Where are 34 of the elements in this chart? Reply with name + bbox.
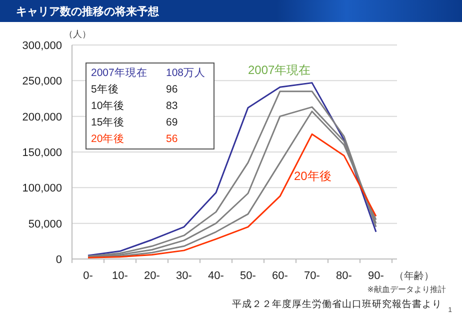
x-tick-label: 20- <box>144 270 160 282</box>
y-tick-label: 200,000 <box>22 111 62 124</box>
annotation: 69 <box>166 116 178 128</box>
annotation: 108万人 <box>166 67 206 79</box>
annotation: 20年後 <box>294 169 332 183</box>
annotation: 56 <box>166 133 178 145</box>
annotation: 2007年現在 <box>91 67 148 79</box>
x-axis-title: （年齢） <box>394 270 434 282</box>
y-tick-label: 50,000 <box>28 218 62 230</box>
x-tick-label: 90- <box>368 270 384 282</box>
chart-title: キャリア数の推移の将来予想 <box>16 5 160 18</box>
annotation: 20年後 <box>91 133 125 145</box>
y-tick-label: 150,000 <box>22 147 62 159</box>
annotation: 15年後 <box>91 116 125 128</box>
annotation: 83 <box>166 100 178 112</box>
annotation: 5年後 <box>91 84 119 96</box>
text: ※献血データより推計 <box>367 285 446 294</box>
annotation: 2007年現在 <box>248 63 311 77</box>
y-tick-label: 250,000 <box>22 76 62 88</box>
x-tick-label: 0- <box>83 270 94 282</box>
y-tick-label: 300,000 <box>22 40 62 52</box>
x-tick-label: 10- <box>112 270 128 282</box>
x-tick-label: 60- <box>272 270 288 282</box>
x-tick-label: 30- <box>176 270 192 282</box>
x-tick-label: 70- <box>304 270 320 282</box>
y-axis-title: （人） <box>64 29 91 39</box>
x-tick-label: 40- <box>208 270 224 282</box>
annotation: 10年後 <box>91 100 125 112</box>
y-tick-label: 100,000 <box>22 182 62 195</box>
text: 平成２２年度厚生労働省山口班研究報告書より <box>232 298 442 310</box>
y-tick-label: 0 <box>56 254 62 266</box>
x-tick-label: 50- <box>240 270 256 282</box>
annotation: 96 <box>166 84 178 96</box>
x-tick-label: 80- <box>336 270 352 282</box>
